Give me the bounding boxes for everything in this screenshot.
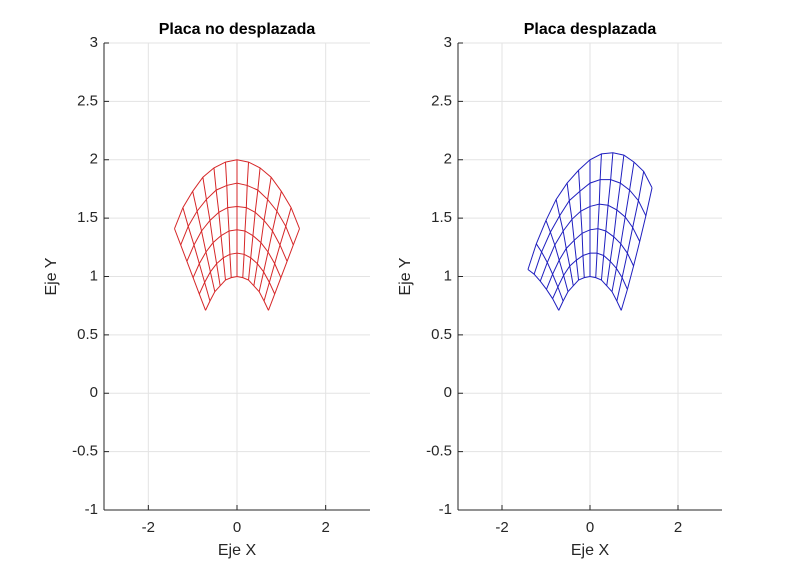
- mesh-column: [555, 199, 574, 286]
- x-axis-label: Eje X: [218, 542, 257, 559]
- chart-title: Placa no desplazada: [159, 21, 316, 38]
- mesh-column: [600, 152, 614, 281]
- x-tick-label: -2: [495, 519, 508, 536]
- x-tick-label: 0: [233, 519, 241, 536]
- y-axis-label: Eje Y: [397, 257, 414, 295]
- mesh-column: [174, 228, 206, 311]
- y-tick-label: 1.5: [431, 209, 452, 226]
- mesh-column: [606, 155, 625, 286]
- y-tick-label: 3: [90, 34, 98, 51]
- y-tick-label: 0: [444, 384, 452, 401]
- mesh-column: [242, 162, 250, 278]
- y-tick-label: -1: [85, 501, 98, 518]
- x-axis-label: Eje X: [571, 542, 610, 559]
- mesh-column: [258, 191, 282, 292]
- y-tick-label: 2.5: [431, 92, 452, 109]
- chart-title: Placa desplazada: [524, 21, 657, 38]
- mesh-column: [545, 220, 569, 292]
- x-tick-label: -2: [142, 519, 155, 536]
- y-tick-label: 3: [444, 34, 452, 51]
- mesh-column: [611, 162, 635, 292]
- x-tick-label: 2: [321, 519, 329, 536]
- y-axis-label: Eje Y: [43, 257, 60, 295]
- y-tick-label: 2: [444, 151, 452, 168]
- y-tick-label: 1: [90, 267, 98, 284]
- y-tick-label: 2.5: [77, 92, 98, 109]
- mesh-column: [192, 191, 216, 292]
- mesh-column: [616, 171, 645, 302]
- mesh-column: [268, 228, 300, 311]
- mesh-column: [248, 167, 261, 281]
- y-tick-label: 0.5: [77, 326, 98, 343]
- mesh-column: [595, 153, 602, 278]
- y-tick-label: -1: [439, 501, 452, 518]
- x-tick-label: 0: [586, 519, 594, 536]
- mesh-column: [535, 243, 564, 302]
- y-tick-label: 0.5: [431, 326, 452, 343]
- mesh-column: [182, 207, 211, 302]
- y-tick-label: -0.5: [72, 443, 98, 460]
- mesh-column: [566, 183, 580, 281]
- y-tick-label: -0.5: [426, 443, 452, 460]
- y-tick-label: 2: [90, 151, 98, 168]
- x-tick-label: 2: [674, 519, 682, 536]
- mesh-column: [263, 207, 292, 302]
- mesh-column: [578, 170, 585, 278]
- y-tick-label: 1.5: [77, 209, 98, 226]
- y-tick-label: 0: [90, 384, 98, 401]
- mesh-column: [620, 187, 653, 311]
- mesh-column: [213, 167, 226, 281]
- mesh-column: [224, 162, 232, 278]
- y-tick-label: 1: [444, 267, 452, 284]
- mesh-column: [253, 177, 272, 286]
- mesh-column: [202, 177, 221, 286]
- mesh-column: [527, 269, 560, 311]
